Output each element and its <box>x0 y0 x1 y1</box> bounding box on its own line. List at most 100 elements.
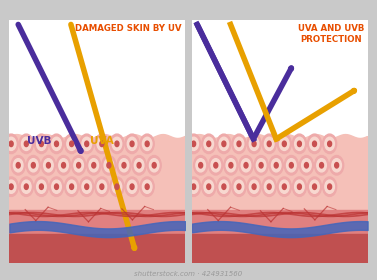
Circle shape <box>55 184 58 190</box>
Circle shape <box>64 177 79 197</box>
Circle shape <box>100 184 104 190</box>
Circle shape <box>244 163 248 168</box>
Circle shape <box>313 141 316 146</box>
Circle shape <box>271 159 281 172</box>
Circle shape <box>323 134 337 154</box>
Circle shape <box>332 159 342 172</box>
Circle shape <box>217 134 231 154</box>
Circle shape <box>282 184 286 190</box>
Circle shape <box>9 184 13 190</box>
Circle shape <box>97 180 107 193</box>
Circle shape <box>247 134 261 154</box>
Circle shape <box>145 141 149 146</box>
Circle shape <box>217 177 231 197</box>
Bar <box>9 234 185 263</box>
Circle shape <box>187 177 201 197</box>
Circle shape <box>249 180 259 193</box>
Circle shape <box>112 180 122 193</box>
Circle shape <box>64 134 79 154</box>
Circle shape <box>252 184 256 190</box>
Circle shape <box>234 137 244 150</box>
Circle shape <box>89 159 98 172</box>
Circle shape <box>40 141 43 146</box>
Circle shape <box>209 155 223 175</box>
Circle shape <box>189 137 198 150</box>
Circle shape <box>279 137 289 150</box>
Circle shape <box>262 177 276 197</box>
Circle shape <box>239 155 253 175</box>
Circle shape <box>313 184 316 190</box>
Circle shape <box>293 134 307 154</box>
Circle shape <box>19 177 33 197</box>
Circle shape <box>70 141 74 146</box>
Circle shape <box>110 177 124 197</box>
Circle shape <box>40 184 43 190</box>
Circle shape <box>11 155 25 175</box>
Circle shape <box>127 137 137 150</box>
Circle shape <box>256 159 266 172</box>
Circle shape <box>229 163 233 168</box>
Circle shape <box>122 163 126 168</box>
Circle shape <box>325 180 334 193</box>
Circle shape <box>259 163 263 168</box>
Circle shape <box>57 155 70 175</box>
Circle shape <box>269 155 283 175</box>
Circle shape <box>237 184 241 190</box>
Circle shape <box>77 163 81 168</box>
Circle shape <box>277 134 291 154</box>
Circle shape <box>117 155 131 175</box>
Circle shape <box>279 180 289 193</box>
Circle shape <box>130 141 134 146</box>
Circle shape <box>308 177 322 197</box>
Circle shape <box>31 163 35 168</box>
Text: shutterstock.com · 424931560: shutterstock.com · 424931560 <box>134 271 243 277</box>
Circle shape <box>187 134 201 154</box>
Circle shape <box>335 163 339 168</box>
Circle shape <box>222 184 226 190</box>
Circle shape <box>310 137 319 150</box>
Circle shape <box>328 184 332 190</box>
Circle shape <box>147 155 161 175</box>
Circle shape <box>59 159 68 172</box>
Circle shape <box>55 141 58 146</box>
Circle shape <box>297 184 301 190</box>
Circle shape <box>115 141 119 146</box>
Circle shape <box>26 155 40 175</box>
Circle shape <box>110 134 124 154</box>
Circle shape <box>80 134 94 154</box>
Circle shape <box>6 180 16 193</box>
Circle shape <box>25 184 28 190</box>
Circle shape <box>264 180 274 193</box>
Text: UVA AND UVB
PROTECTION: UVA AND UVB PROTECTION <box>298 24 364 44</box>
Circle shape <box>290 163 293 168</box>
Circle shape <box>85 141 89 146</box>
Circle shape <box>219 180 228 193</box>
Circle shape <box>95 134 109 154</box>
Circle shape <box>226 159 236 172</box>
Circle shape <box>145 184 149 190</box>
Circle shape <box>104 159 113 172</box>
Circle shape <box>325 137 334 150</box>
Circle shape <box>202 134 216 154</box>
Circle shape <box>287 159 296 172</box>
Circle shape <box>328 141 332 146</box>
Circle shape <box>49 177 64 197</box>
Circle shape <box>284 155 298 175</box>
Circle shape <box>199 163 203 168</box>
Circle shape <box>295 137 304 150</box>
Circle shape <box>192 184 196 190</box>
Circle shape <box>37 137 46 150</box>
Circle shape <box>207 184 211 190</box>
Circle shape <box>97 137 107 150</box>
Circle shape <box>19 134 33 154</box>
Circle shape <box>4 177 18 197</box>
Circle shape <box>302 159 311 172</box>
Circle shape <box>295 180 304 193</box>
Text: UVB: UVB <box>27 136 52 146</box>
Circle shape <box>234 180 244 193</box>
Text: DAMAGED SKIN BY UV: DAMAGED SKIN BY UV <box>75 24 182 34</box>
Circle shape <box>207 141 211 146</box>
Circle shape <box>305 163 308 168</box>
Circle shape <box>125 177 139 197</box>
Circle shape <box>130 184 134 190</box>
